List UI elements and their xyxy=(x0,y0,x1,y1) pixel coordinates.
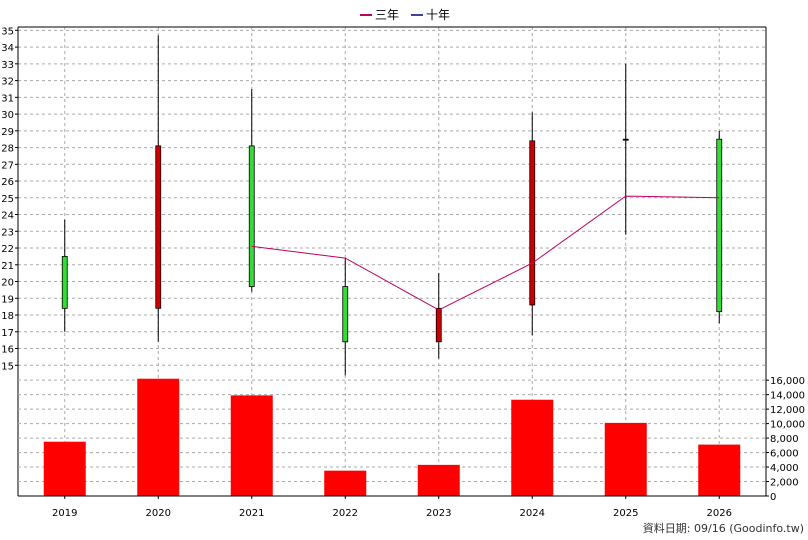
candle-body xyxy=(622,138,629,141)
volume-bar xyxy=(230,395,273,496)
price-tick-label: 26 xyxy=(1,177,14,188)
ma-line-three-year xyxy=(251,195,720,311)
candle-body xyxy=(435,307,442,343)
legend-swatch-ten-year xyxy=(411,13,424,16)
candle-body xyxy=(155,145,162,309)
x-tick-label: 2025 xyxy=(613,508,638,519)
price-tick-label: 20 xyxy=(1,278,14,289)
volume-bar xyxy=(137,378,180,496)
candle-body xyxy=(248,145,255,287)
volume-tick-label: 16,000 xyxy=(770,376,805,387)
volume-tick-label: 6,000 xyxy=(770,449,799,460)
price-tick-label: 30 xyxy=(1,110,14,121)
x-tick-label: 2020 xyxy=(146,508,171,519)
price-tick-label: 33 xyxy=(1,60,14,71)
price-tick-label: 35 xyxy=(1,26,14,37)
price-tick-label: 23 xyxy=(1,227,14,238)
candle-body xyxy=(716,138,723,313)
price-tick-label: 21 xyxy=(1,261,14,272)
x-tick-label: 2019 xyxy=(52,508,77,519)
legend-item-three-year: 三年 xyxy=(360,6,399,23)
price-tick-label: 15 xyxy=(1,361,14,372)
price-tick-label: 32 xyxy=(1,77,14,88)
volume-tick-label: 2,000 xyxy=(770,478,799,489)
price-tick-label: 18 xyxy=(1,311,14,322)
legend-label-ten-year: 十年 xyxy=(426,8,451,22)
price-tick-label: 25 xyxy=(1,194,14,205)
volume-bar xyxy=(43,441,86,496)
volume-tick-label: 10,000 xyxy=(770,420,805,431)
price-tick-label: 27 xyxy=(1,160,14,171)
price-panel: 15 16 17 18 19 20 21 22 23 24 25 26 27 28 29 30 31 32 33 34… xyxy=(1,26,767,496)
x-axis: 2019 2020 2021 2022 2023 2024 2025 2026 xyxy=(18,495,766,519)
candle-body xyxy=(342,286,349,343)
price-tick-label: 22 xyxy=(1,244,14,255)
volume-panel: 0 2,000 4,000 6,000 8,000 10,000 12,000 14,000 1… xyxy=(18,376,805,503)
volume-tick-label: 14,000 xyxy=(770,391,805,402)
legend-swatch-three-year xyxy=(360,13,372,16)
price-tick-label: 24 xyxy=(1,211,14,222)
legend-item-ten-year: 十年 xyxy=(411,6,450,23)
x-tick-label: 2026 xyxy=(707,508,732,519)
x-tick-label: 2022 xyxy=(333,508,358,519)
legend-label-three-year: 三年 xyxy=(375,8,400,22)
candle-body xyxy=(529,140,536,306)
price-tick-label: 28 xyxy=(1,144,14,155)
volume-bar xyxy=(324,470,367,496)
price-tick-label: 19 xyxy=(1,294,14,305)
price-tick-label: 34 xyxy=(1,43,14,54)
price-tick-label: 29 xyxy=(1,127,14,138)
legend: 三年 十年 xyxy=(360,6,450,23)
data-date-footer: 資料日期: 09/16 (Goodinfo.tw) xyxy=(642,522,804,535)
price-tick-label: 17 xyxy=(1,328,14,339)
volume-bar xyxy=(698,444,741,496)
x-tick-label: 2023 xyxy=(426,508,451,519)
price-tick-label: 16 xyxy=(1,345,14,356)
volume-bar xyxy=(604,422,647,496)
volume-tick-label: 12,000 xyxy=(770,405,805,416)
volume-tick-label: 8,000 xyxy=(770,434,799,445)
x-tick-label: 2021 xyxy=(239,508,264,519)
x-tick-label: 2024 xyxy=(520,508,545,519)
volume-bar xyxy=(417,464,460,496)
price-tick-label: 31 xyxy=(1,93,14,104)
volume-tick-label: 4,000 xyxy=(770,463,799,474)
candle-body xyxy=(61,256,68,309)
volume-bar xyxy=(511,399,554,496)
volume-tick-label: 0 xyxy=(770,492,776,503)
